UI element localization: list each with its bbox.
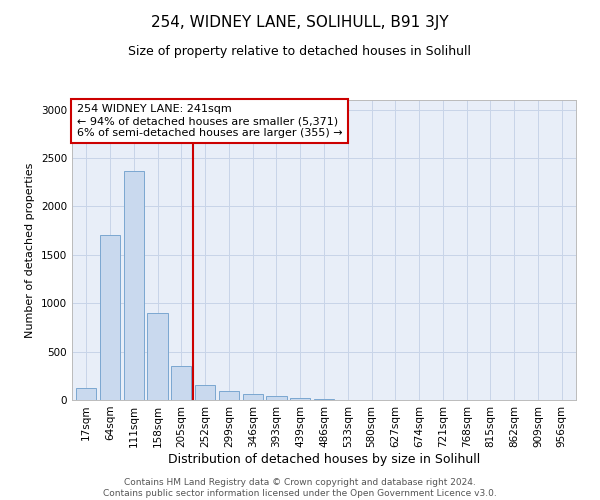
- Bar: [148, 313, 167, 400]
- Text: 254, WIDNEY LANE, SOLIHULL, B91 3JY: 254, WIDNEY LANE, SOLIHULL, B91 3JY: [151, 15, 449, 30]
- Bar: [100, 236, 120, 400]
- X-axis label: Distribution of detached houses by size in Solihull: Distribution of detached houses by size …: [168, 452, 480, 466]
- Bar: [266, 396, 287, 400]
- Bar: [314, 399, 334, 400]
- Bar: [76, 388, 97, 400]
- Bar: [171, 366, 191, 400]
- Text: Contains HM Land Registry data © Crown copyright and database right 2024.
Contai: Contains HM Land Registry data © Crown c…: [103, 478, 497, 498]
- Bar: [242, 394, 263, 400]
- Bar: [290, 398, 310, 400]
- Bar: [195, 386, 215, 400]
- Y-axis label: Number of detached properties: Number of detached properties: [25, 162, 35, 338]
- Bar: [219, 392, 239, 400]
- Text: Size of property relative to detached houses in Solihull: Size of property relative to detached ho…: [128, 45, 472, 58]
- Bar: [124, 170, 144, 400]
- Text: 254 WIDNEY LANE: 241sqm
← 94% of detached houses are smaller (5,371)
6% of semi-: 254 WIDNEY LANE: 241sqm ← 94% of detache…: [77, 104, 343, 138]
